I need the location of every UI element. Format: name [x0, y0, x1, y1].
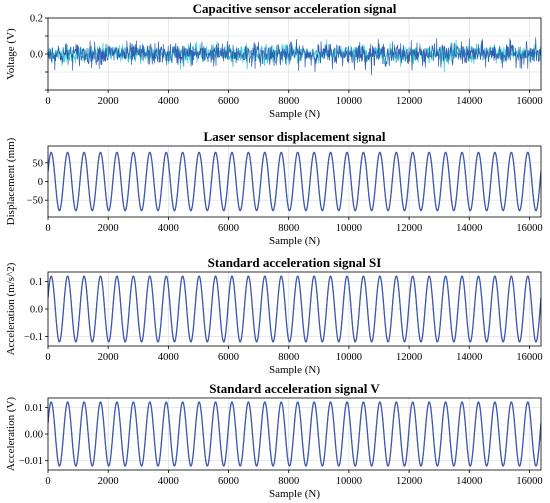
y-axis-label: Voltage (V) — [5, 28, 17, 80]
series-line-1 — [48, 39, 541, 73]
x-tick-label: 16000 — [516, 476, 542, 487]
x-tick-label: 12000 — [396, 223, 422, 234]
x-tick-label: 16000 — [516, 96, 542, 107]
chart-panel-4: Standard acceleration signal V 0 2000 4000 6… — [5, 381, 543, 500]
x-tick-label: 2000 — [98, 223, 119, 234]
x-tick-label: 4000 — [158, 476, 179, 487]
x-tick-label: 14000 — [456, 352, 482, 363]
y-tick-label: 0.2 — [30, 14, 43, 25]
x-tick-label: 6000 — [218, 96, 239, 107]
x-tick-label: 8000 — [278, 96, 299, 107]
y-tick-label: 0.01 — [25, 403, 43, 414]
x-tick-label: 2000 — [98, 476, 119, 487]
x-axis-label: Sample (N) — [269, 364, 320, 376]
x-tick-label: 0 — [45, 352, 50, 363]
chart-panel-2: Laser sensor displacement signal 0 2000 400… — [5, 129, 543, 247]
x-tick-label: 4000 — [158, 223, 179, 234]
x-tick-label: 0 — [45, 96, 50, 107]
x-tick-label: 10000 — [336, 352, 362, 363]
y-axis-label: Acceleration (V) — [5, 397, 17, 472]
x-tick-label: 4000 — [158, 96, 179, 107]
y-tick-label: 0 — [38, 177, 43, 188]
x-tick-label: 10000 — [336, 476, 362, 487]
y-tick-label: −0.01 — [19, 456, 43, 467]
series-line-2 — [48, 275, 541, 343]
x-tick-label: 10000 — [336, 223, 362, 234]
x-tick-label: 6000 — [218, 476, 239, 487]
chart-panel-1: Capacitive sensor acceleration signal 0 20… — [5, 1, 543, 120]
x-tick-label: 12000 — [396, 96, 422, 107]
chart-title: Laser sensor displacement signal — [204, 129, 386, 144]
y-tick-label: 50 — [33, 158, 44, 169]
x-axis-label: Sample (N) — [269, 108, 320, 120]
y-tick-label: 0.0 — [30, 50, 43, 61]
x-tick-label: 8000 — [278, 223, 299, 234]
x-tick-label: 12000 — [396, 352, 422, 363]
y-tick-label: −50 — [27, 196, 43, 207]
x-tick-label: 6000 — [218, 223, 239, 234]
x-axis-label: Sample (N) — [269, 235, 320, 247]
x-tick-label: 16000 — [516, 352, 542, 363]
y-tick-label: −0.1 — [24, 332, 43, 343]
x-tick-label: 4000 — [158, 352, 179, 363]
chart-title: Capacitive sensor acceleration signal — [193, 1, 397, 16]
series-line-2 — [48, 401, 541, 467]
x-tick-label: 14000 — [456, 476, 482, 487]
y-axis-label: Displacement (mm) — [5, 137, 17, 225]
x-tick-label: 10000 — [336, 96, 362, 107]
x-tick-label: 2000 — [98, 352, 119, 363]
series-line-2 — [48, 37, 541, 76]
series-line-2 — [48, 151, 541, 212]
chart-title: Standard acceleration signal V — [209, 381, 380, 396]
x-tick-label: 8000 — [278, 352, 299, 363]
x-tick-label: 12000 — [396, 476, 422, 487]
chart-panel-3: Standard acceleration signal SI 0 2000 4000… — [5, 255, 543, 376]
x-tick-label: 0 — [45, 223, 50, 234]
x-tick-label: 8000 — [278, 476, 299, 487]
x-tick-label: 2000 — [98, 96, 119, 107]
x-tick-label: 16000 — [516, 223, 542, 234]
y-tick-label: 0.1 — [30, 277, 43, 288]
y-tick-label: 0.0 — [30, 305, 43, 316]
chart-title: Standard acceleration signal SI — [208, 255, 382, 270]
y-tick-label: 0.00 — [25, 430, 43, 441]
x-tick-label: 14000 — [456, 223, 482, 234]
y-axis-label: Acceleration (m/s^2) — [5, 262, 17, 355]
x-tick-label: 0 — [45, 476, 50, 487]
x-tick-label: 6000 — [218, 352, 239, 363]
x-axis-label: Sample (N) — [269, 488, 320, 500]
x-tick-label: 14000 — [456, 96, 482, 107]
